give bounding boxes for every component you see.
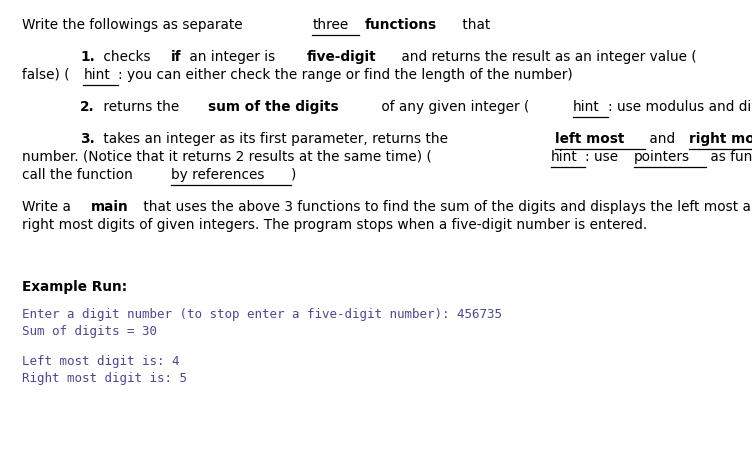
Text: : use: : use bbox=[585, 150, 623, 164]
Text: that: that bbox=[458, 18, 490, 32]
Text: hint: hint bbox=[83, 68, 110, 82]
Text: 1.: 1. bbox=[80, 50, 95, 64]
Text: Enter a digit number (to stop enter a five-digit number): 456735: Enter a digit number (to stop enter a fi… bbox=[22, 308, 502, 321]
Text: ): ) bbox=[291, 168, 297, 182]
Text: Right most digit is: 5: Right most digit is: 5 bbox=[22, 372, 187, 385]
Text: takes an integer as its first parameter, returns the: takes an integer as its first parameter,… bbox=[99, 132, 453, 146]
Text: Sum of digits = 30: Sum of digits = 30 bbox=[22, 325, 157, 338]
Text: : you can either check the range or find the length of the number): : you can either check the range or find… bbox=[118, 68, 572, 82]
Text: if: if bbox=[171, 50, 182, 64]
Text: by references: by references bbox=[171, 168, 264, 182]
Text: number. (Notice that it returns 2 results at the same time) (: number. (Notice that it returns 2 result… bbox=[22, 150, 432, 164]
Text: and: and bbox=[644, 132, 679, 146]
Text: sum of the digits: sum of the digits bbox=[208, 100, 338, 114]
Text: as function parameters,: as function parameters, bbox=[706, 150, 752, 164]
Text: Left most digit is: 4: Left most digit is: 4 bbox=[22, 355, 180, 368]
Text: right most: right most bbox=[689, 132, 752, 146]
Text: call the function: call the function bbox=[22, 168, 138, 182]
Text: of any given integer (: of any given integer ( bbox=[377, 100, 529, 114]
Text: 3.: 3. bbox=[80, 132, 95, 146]
Text: : use modulus and division operators): : use modulus and division operators) bbox=[608, 100, 752, 114]
Text: returns the: returns the bbox=[99, 100, 183, 114]
Text: Example Run:: Example Run: bbox=[22, 280, 127, 294]
Text: right most digits of given integers. The program stops when a five-digit number : right most digits of given integers. The… bbox=[22, 218, 647, 232]
Text: pointers: pointers bbox=[634, 150, 690, 164]
Text: Write a: Write a bbox=[22, 200, 75, 214]
Text: hint: hint bbox=[550, 150, 578, 164]
Text: that uses the above 3 functions to find the sum of the digits and displays the l: that uses the above 3 functions to find … bbox=[139, 200, 752, 214]
Text: and returns the result as an integer value (: and returns the result as an integer val… bbox=[397, 50, 696, 64]
Text: checks: checks bbox=[99, 50, 155, 64]
Text: Write the followings as separate: Write the followings as separate bbox=[22, 18, 247, 32]
Text: 2.: 2. bbox=[80, 100, 95, 114]
Text: left most: left most bbox=[555, 132, 624, 146]
Text: main: main bbox=[91, 200, 129, 214]
Text: five-digit: five-digit bbox=[307, 50, 377, 64]
Text: three: three bbox=[312, 18, 349, 32]
Text: hint: hint bbox=[573, 100, 600, 114]
Text: an integer is: an integer is bbox=[185, 50, 280, 64]
Text: false) (: false) ( bbox=[22, 68, 69, 82]
Text: functions: functions bbox=[365, 18, 437, 32]
